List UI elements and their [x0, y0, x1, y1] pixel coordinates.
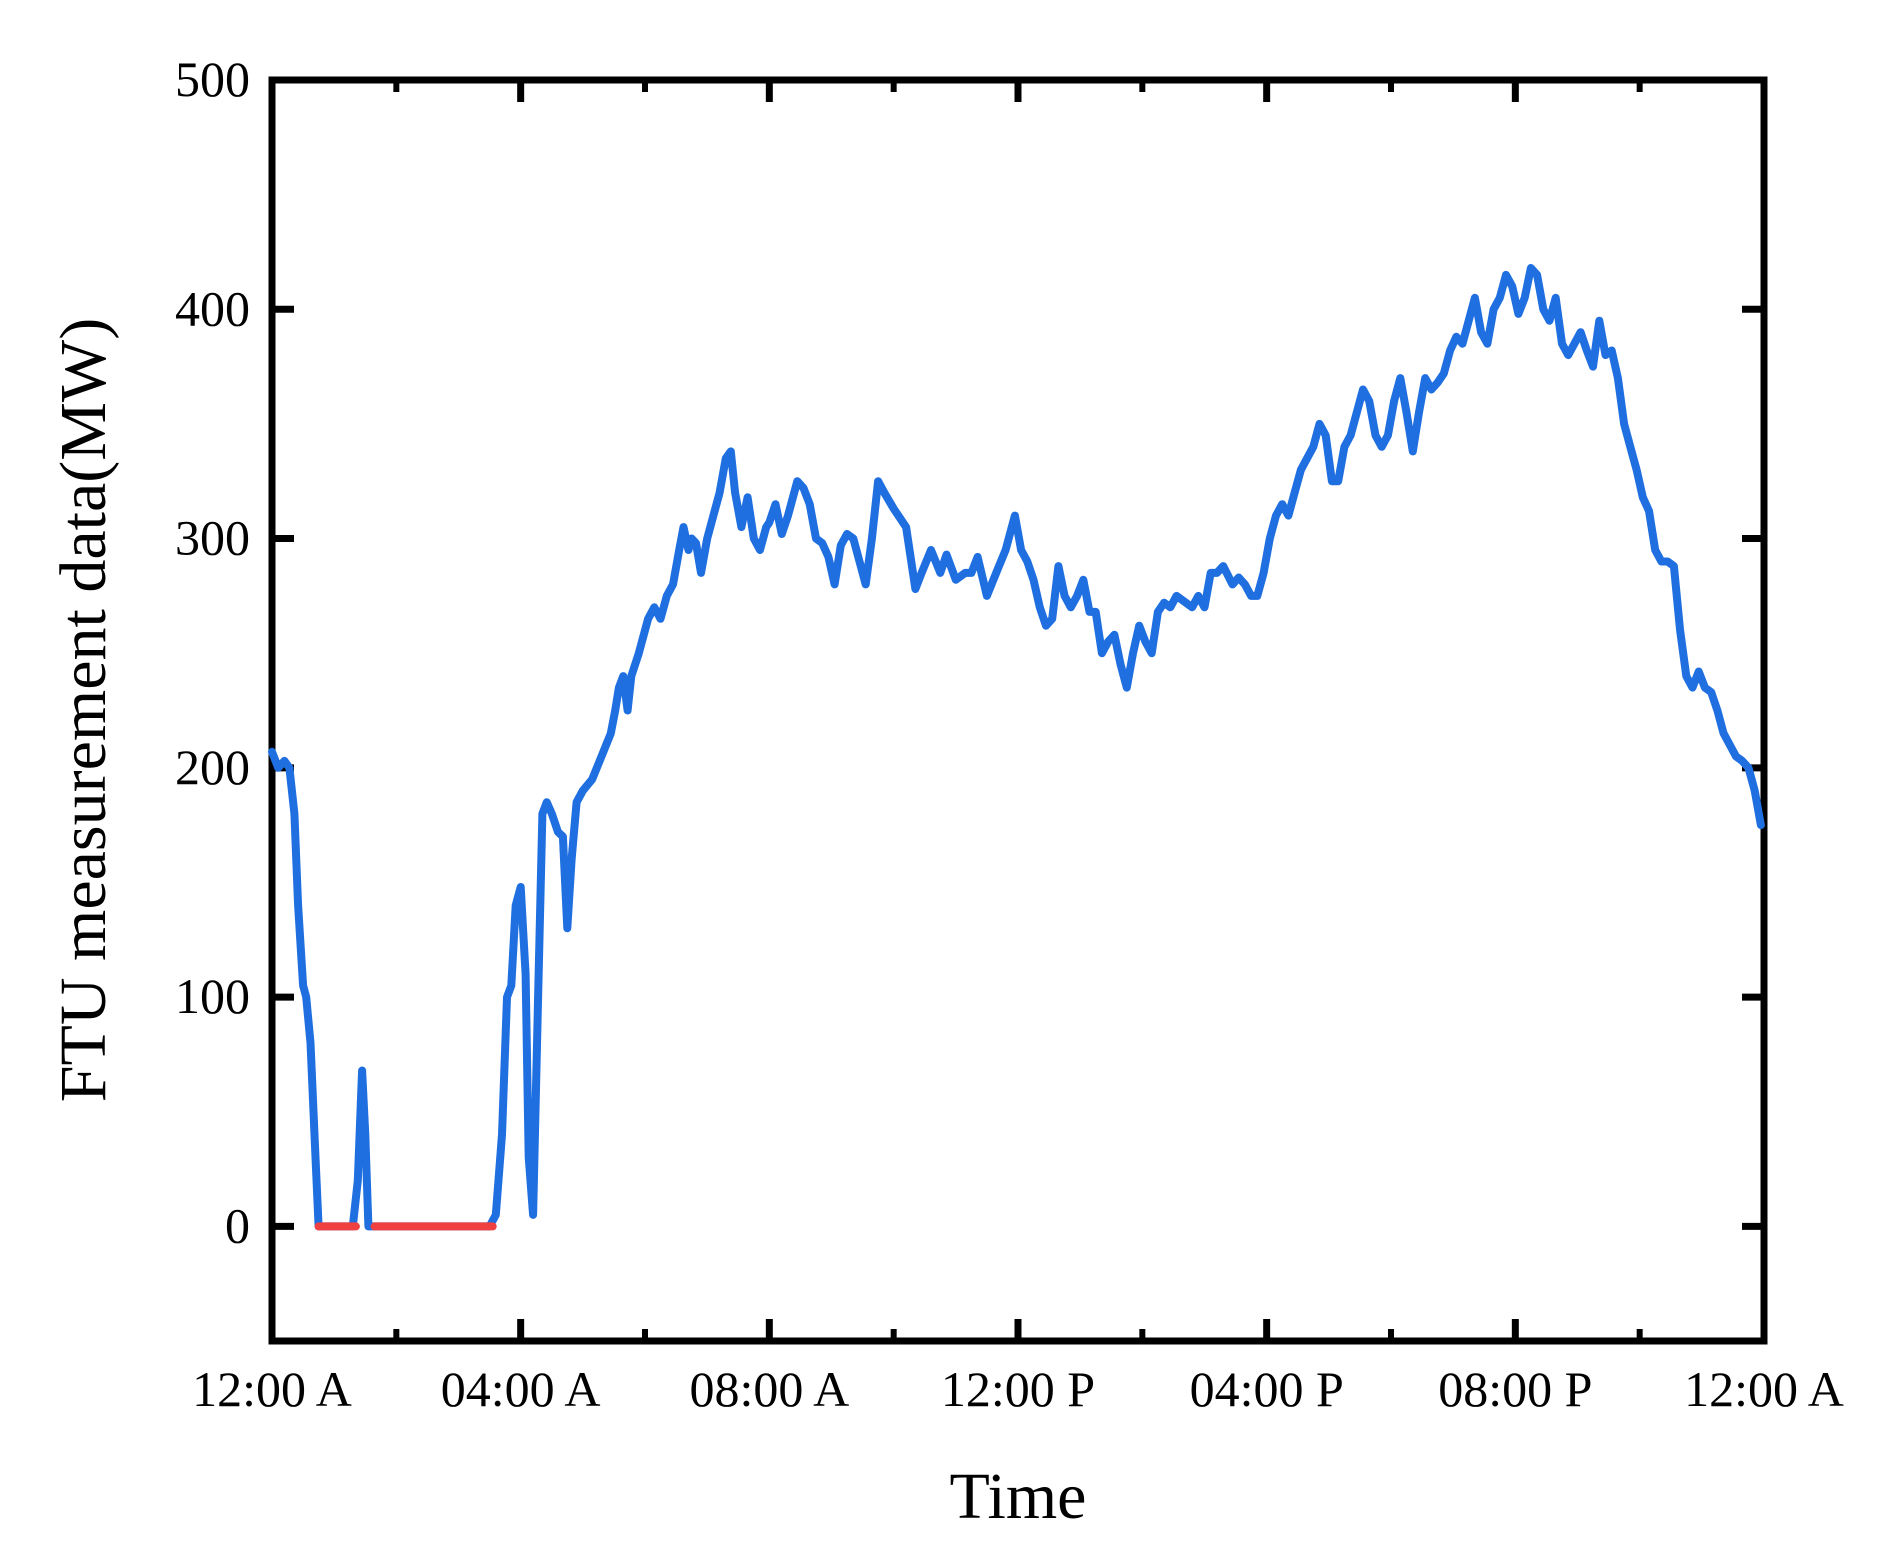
ticks	[268, 76, 1768, 1341]
y-tick-label: 200	[175, 739, 250, 795]
y-tick-label: 300	[175, 510, 250, 566]
x-axis-title: Time	[950, 1460, 1087, 1533]
x-tick-label: 12:00 A	[1684, 1361, 1844, 1417]
x-tick-label: 12:00 P	[941, 1361, 1095, 1417]
tick-labels: 0 100 200 300 400 500 12:00 A 04:00 A 08:00 A 12:…	[175, 51, 1844, 1417]
x-tick-label: 12:00 A	[192, 1361, 352, 1417]
x-tick-label: 04:00 A	[441, 1361, 601, 1417]
y-tick-label: 100	[175, 968, 250, 1024]
series-layer	[268, 264, 1765, 1231]
x-tick-label: 08:00 A	[689, 1361, 849, 1417]
y-tick-label: 400	[175, 280, 250, 336]
series-line-main	[268, 264, 1765, 1231]
x-tick-label: 04:00 P	[1190, 1361, 1344, 1417]
x-tick-label: 08:00 P	[1438, 1361, 1592, 1417]
y-tick-label: 0	[225, 1197, 250, 1253]
y-axis-title: FTU measurement data(MW)	[47, 318, 120, 1102]
plot-area	[268, 76, 1768, 1345]
y-tick-label: 500	[175, 51, 250, 107]
plot-frame	[268, 76, 1768, 1345]
